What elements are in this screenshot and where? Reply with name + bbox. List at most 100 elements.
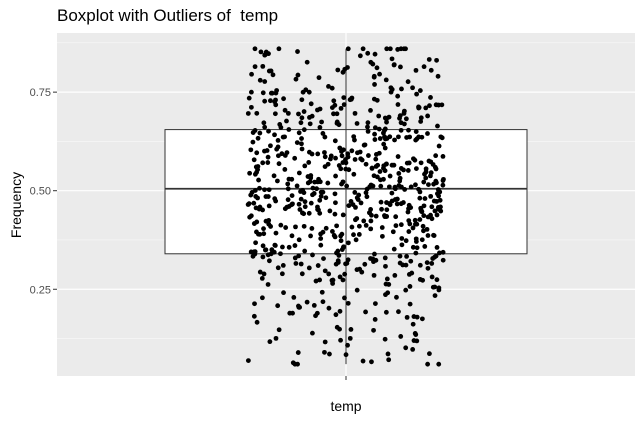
data-point [248,104,254,110]
data-point [308,173,314,178]
data-point [399,86,404,92]
data-point [276,46,282,52]
data-point [389,56,395,62]
data-point [416,105,422,110]
data-point [403,116,409,122]
data-point [254,150,260,156]
data-point [318,242,324,248]
data-point [358,156,364,162]
data-point [325,161,331,167]
data-point [378,183,384,189]
data-point [306,160,312,165]
data-point [365,50,371,56]
data-point [403,262,409,268]
data-point [433,153,439,159]
data-point [425,265,431,271]
data-point [376,113,382,119]
data-point [364,186,370,192]
data-point [387,46,393,52]
data-point [341,102,347,107]
data-point [410,85,415,91]
data-point [430,256,436,261]
data-point [248,147,254,153]
data-point [265,282,271,287]
y-tick-label-1: 0.50 [30,186,51,198]
data-point [353,237,359,243]
data-point [410,225,416,231]
y-tick-label-2: 0.75 [30,87,51,99]
data-point [369,359,374,365]
data-point [379,206,384,212]
data-point [403,238,409,244]
data-point [372,137,378,142]
data-point [248,192,254,198]
data-point [333,200,338,206]
data-point [345,300,351,306]
data-point [279,271,285,277]
data-point [318,193,324,199]
data-point [328,153,334,159]
data-point [268,143,273,149]
data-point [246,95,252,101]
data-point [252,188,258,193]
data-point [428,95,433,100]
data-point [315,107,320,113]
data-point [261,271,267,277]
data-point [247,170,253,176]
data-point [309,226,315,231]
data-point [432,284,438,290]
data-point [304,59,310,65]
data-point [418,160,424,166]
data-point [406,127,411,133]
data-point [425,233,431,238]
data-point [334,111,340,117]
data-point [318,189,324,195]
data-point [322,154,328,160]
data-point [384,207,390,213]
data-point [421,203,427,209]
data-point [378,199,384,205]
data-point [280,244,285,250]
data-point [286,204,292,209]
data-point [369,165,375,171]
data-point [283,225,289,230]
data-point [417,217,423,222]
data-point [371,272,377,278]
data-point [363,309,368,315]
data-point [382,128,387,133]
data-point [394,196,400,202]
data-point [397,115,402,121]
data-point [299,271,305,277]
data-point [248,89,254,95]
data-point [272,132,277,138]
data-point [341,95,347,101]
data-point [408,205,414,210]
data-point [427,103,432,109]
data-point [381,176,386,182]
data-point [275,265,281,271]
data-point [425,113,431,119]
data-point [372,251,377,257]
data-point [422,196,428,201]
data-point [290,310,295,316]
data-point [308,233,313,239]
data-point [309,151,315,157]
data-point [404,160,410,166]
data-point [350,202,356,208]
data-point [403,345,409,351]
data-point [333,261,339,267]
data-point [342,295,347,301]
data-point [425,131,430,136]
data-point [311,303,317,308]
data-point [302,248,308,254]
data-point [418,119,424,124]
data-point [436,102,441,108]
data-point [384,276,390,282]
data-point [354,287,360,293]
data-point [278,251,283,257]
data-point [435,204,441,210]
data-point [300,89,306,95]
data-point [391,162,397,168]
data-point [371,74,377,80]
